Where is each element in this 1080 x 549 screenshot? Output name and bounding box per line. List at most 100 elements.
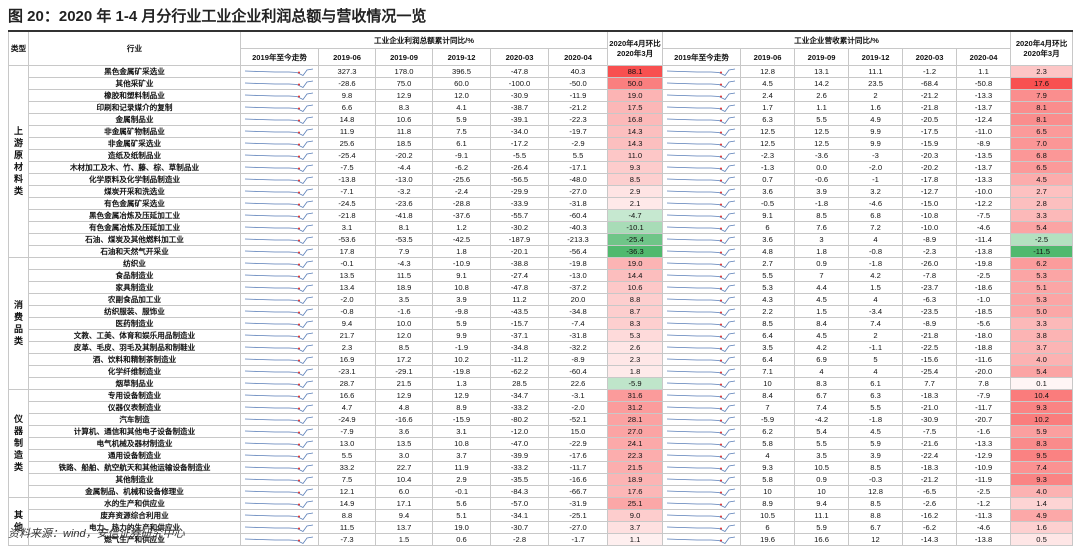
value-cell: -1.6	[956, 425, 1012, 438]
industry-cell: 酒、饮料和精制茶制造业	[28, 353, 241, 366]
value-cell: 4.5	[740, 77, 796, 90]
sparkline-cell	[662, 113, 742, 126]
value-cell: 12.0	[432, 89, 491, 102]
value-cell: -33.9	[490, 197, 549, 210]
value-cell: -27.0	[547, 185, 609, 198]
industry-cell: 石油和天然气开采业	[28, 245, 241, 258]
ring-change-cell: 10.4	[1010, 389, 1074, 402]
value-cell: -23.5	[902, 305, 958, 318]
value-cell: 12.5	[740, 137, 796, 150]
industry-cell: 其他采矿业	[28, 77, 241, 90]
value-cell: -12.2	[956, 197, 1012, 210]
value-cell: 7.8	[956, 377, 1012, 390]
value-cell: 7.2	[848, 221, 904, 234]
category-cell: 仪器制造类	[8, 389, 29, 498]
value-cell: -15.0	[902, 197, 958, 210]
sparkline	[244, 428, 314, 436]
sparkline-dot	[298, 527, 300, 529]
sparkline-dot	[298, 479, 300, 481]
value-cell: -20.7	[956, 413, 1012, 426]
industry-cell: 水的生产和供应业	[28, 497, 241, 510]
sparkline	[244, 392, 314, 400]
ring-change-cell: 22.3	[607, 449, 664, 462]
ring-change-cell: 5.3	[607, 329, 664, 342]
value-cell: 5.3	[740, 281, 796, 294]
ring-change-cell: 1.1	[607, 533, 664, 546]
value-cell: 12.5	[740, 125, 796, 138]
value-cell: -20.0	[956, 365, 1012, 378]
sparkline	[244, 68, 314, 76]
value-cell: -30.9	[490, 89, 549, 102]
sparkline-dot	[720, 443, 723, 445]
sparkline	[667, 260, 736, 268]
value-cell: -18.0	[956, 329, 1012, 342]
sparkline-path	[244, 260, 314, 268]
sparkline-cell	[240, 401, 319, 414]
sparkline	[667, 404, 736, 412]
value-cell: 8.5	[848, 497, 904, 510]
value-cell: -1.7	[547, 533, 609, 546]
ring-change-cell: 6.8	[1010, 149, 1074, 162]
sparkline	[667, 164, 736, 172]
ring-change-cell: 2.3	[607, 353, 664, 366]
header-cell: 2020年4月环比2020年3月	[1010, 30, 1074, 66]
sparkline-path	[244, 524, 314, 532]
sparkline-path	[244, 284, 314, 292]
table-row: 金属制品、机械和设备修理业 12.1 6.0 -0.1 -84.3 -66.7 17.6 10…	[9, 485, 1074, 498]
value-cell: 2.6	[794, 89, 850, 102]
sparkline	[667, 512, 736, 520]
ring-change-cell: 9.3	[1010, 401, 1074, 414]
value-cell: -16.6	[375, 413, 433, 426]
sparkline-dot	[298, 359, 300, 361]
value-cell: -56.5	[490, 173, 549, 186]
sparkline-dot	[298, 395, 300, 397]
sparkline	[244, 344, 314, 352]
value-cell: 12.9	[375, 389, 433, 402]
sparkline-path	[244, 308, 314, 316]
ring-change-cell: 3.3	[1010, 317, 1074, 330]
sparkline-cell	[240, 125, 319, 138]
sparkline-cell	[240, 377, 319, 390]
sparkline-path	[667, 452, 736, 460]
value-cell: -17.5	[902, 125, 958, 138]
value-cell: -4.4	[375, 161, 433, 174]
sparkline-dot	[298, 239, 300, 241]
industry-cell: 农副食品加工业	[28, 293, 241, 306]
value-cell: -8.9	[956, 137, 1012, 150]
value-cell: 13.4	[318, 281, 376, 294]
ring-change-cell: 17.6	[1010, 77, 1074, 90]
sparkline-dot	[298, 323, 300, 325]
table-row: 其他制造业 7.5 10.4 2.9 -35.5 -16.6 18.9 5.8 0.9 -0.3-…	[9, 473, 1074, 486]
ring-change-cell: 6.2	[1010, 257, 1074, 270]
value-cell: -34.7	[490, 389, 549, 402]
value-cell: 0.7	[740, 173, 796, 186]
industry-cell: 烟草制品业	[28, 377, 241, 390]
value-cell: -11.2	[490, 353, 549, 366]
table-row: 石油和天然气开采业 17.8 7.9 1.8 -20.1 -56.4 -36.3 4.8 1.8…	[9, 245, 1074, 258]
sparkline	[667, 428, 736, 436]
ring-change-cell: 4.0	[1010, 353, 1074, 366]
value-cell: 3.7	[432, 449, 491, 462]
sparkline-dot	[720, 323, 723, 325]
value-cell: -17.1	[547, 161, 609, 174]
sparkline-cell	[662, 197, 742, 210]
sparkline-dot	[720, 527, 723, 529]
value-cell: 7.9	[375, 245, 433, 258]
value-cell: -50.0	[547, 77, 609, 90]
value-cell: -80.2	[490, 413, 549, 426]
value-cell: 1.8	[432, 245, 491, 258]
value-cell: 12.9	[432, 389, 491, 402]
value-cell: -27.4	[490, 269, 549, 282]
industry-cell: 金属制品、机械和设备修理业	[28, 485, 241, 498]
sparkline-path	[667, 116, 736, 124]
value-cell: 4	[794, 365, 850, 378]
value-cell: -21.8	[318, 209, 376, 222]
industry-cell: 家具制造业	[28, 281, 241, 294]
value-cell: -12.0	[490, 425, 549, 438]
value-cell: -68.4	[902, 77, 958, 90]
value-cell: 15.0	[547, 425, 609, 438]
value-cell: -15.6	[902, 353, 958, 366]
sparkline-cell	[240, 245, 319, 258]
value-cell: -2.8	[490, 533, 549, 546]
sparkline-cell	[662, 125, 742, 138]
